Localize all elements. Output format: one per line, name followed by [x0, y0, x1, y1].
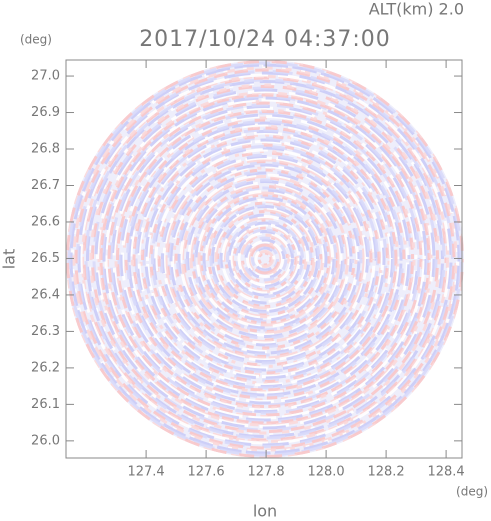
echo-ring — [174, 168, 356, 350]
x-tick-label: 128.2 — [367, 465, 404, 480]
echo-ring — [124, 118, 406, 400]
echo-ring — [239, 233, 291, 285]
echo-ring — [202, 196, 328, 322]
y-tick-label: 26.7 — [31, 178, 60, 193]
echo-ring — [129, 123, 401, 395]
y-tick-label: 26.1 — [31, 397, 60, 412]
chart-title: 2017/10/24 04:37:00 — [139, 27, 391, 52]
echo-ring — [229, 223, 301, 295]
echo-ring — [164, 158, 366, 360]
echo-ring — [234, 228, 296, 290]
x-tick-label: 128.0 — [307, 465, 344, 480]
echo-ring — [79, 73, 451, 445]
radar-field — [66, 60, 464, 458]
echo-ring — [169, 163, 361, 355]
echo-ring — [184, 178, 346, 340]
y-tick-label: 26.4 — [31, 287, 60, 302]
echo-ring — [254, 248, 276, 270]
echo-ring — [219, 213, 311, 305]
y-tick-label: 26.9 — [31, 105, 60, 120]
echo-ring — [67, 61, 463, 457]
x-axis-label: lon — [253, 502, 277, 521]
echo-ring — [99, 93, 431, 425]
y-tick-label: 26.6 — [31, 214, 60, 229]
echo-ring — [109, 103, 421, 415]
plot-frame — [65, 59, 463, 459]
echo-ring — [86, 80, 444, 438]
echo-ring — [119, 113, 411, 405]
echo-ring — [226, 220, 304, 298]
echo-ring — [194, 188, 336, 330]
echo-ring — [149, 143, 381, 375]
echo-ring — [179, 173, 351, 345]
y-tick-label: 26.5 — [31, 251, 60, 266]
echo-ring — [114, 108, 416, 410]
x-tick-label: 128.4 — [427, 465, 464, 480]
echo-ring — [144, 138, 386, 380]
echo-ring — [134, 128, 396, 390]
x-tick-label: 127.6 — [187, 465, 224, 480]
y-unit: (deg) — [20, 33, 52, 47]
echo-ring — [224, 218, 306, 300]
y-tick-label: 26.0 — [31, 433, 60, 448]
y-tick-label: 26.2 — [31, 360, 60, 375]
x-tick-label: 127.4 — [127, 465, 164, 480]
echo-ring — [209, 203, 321, 315]
echo-ring — [242, 236, 288, 282]
echo-ring — [104, 98, 426, 420]
y-tick-label: 26.3 — [31, 324, 60, 339]
x-tick-label: 127.8 — [247, 465, 284, 480]
altitude-annotation: ALT(km) 2.0 — [369, 0, 464, 19]
echo-ring — [199, 193, 331, 325]
echo-ring — [139, 133, 391, 385]
echo-ring — [197, 191, 333, 327]
y-tick-label: 27.0 — [31, 69, 60, 84]
echo-ring — [127, 121, 403, 397]
echo-ring — [69, 63, 461, 455]
echo-ring — [154, 148, 376, 370]
x-unit: (deg) — [456, 485, 488, 499]
echo-ring — [94, 88, 436, 430]
echo-ring — [249, 243, 281, 275]
echo-ring — [159, 153, 371, 365]
echo-ring — [214, 208, 316, 310]
echo-ring — [156, 150, 374, 368]
echo-ring — [244, 238, 286, 280]
echo-ring — [189, 183, 341, 335]
echo-ring — [204, 198, 326, 320]
echo-ring — [107, 101, 423, 417]
y-tick-label: 26.8 — [31, 142, 60, 157]
echo-ring — [74, 68, 456, 450]
y-axis-label: lat — [0, 249, 19, 270]
echo-ring — [89, 83, 441, 435]
echo-ring — [132, 126, 398, 392]
